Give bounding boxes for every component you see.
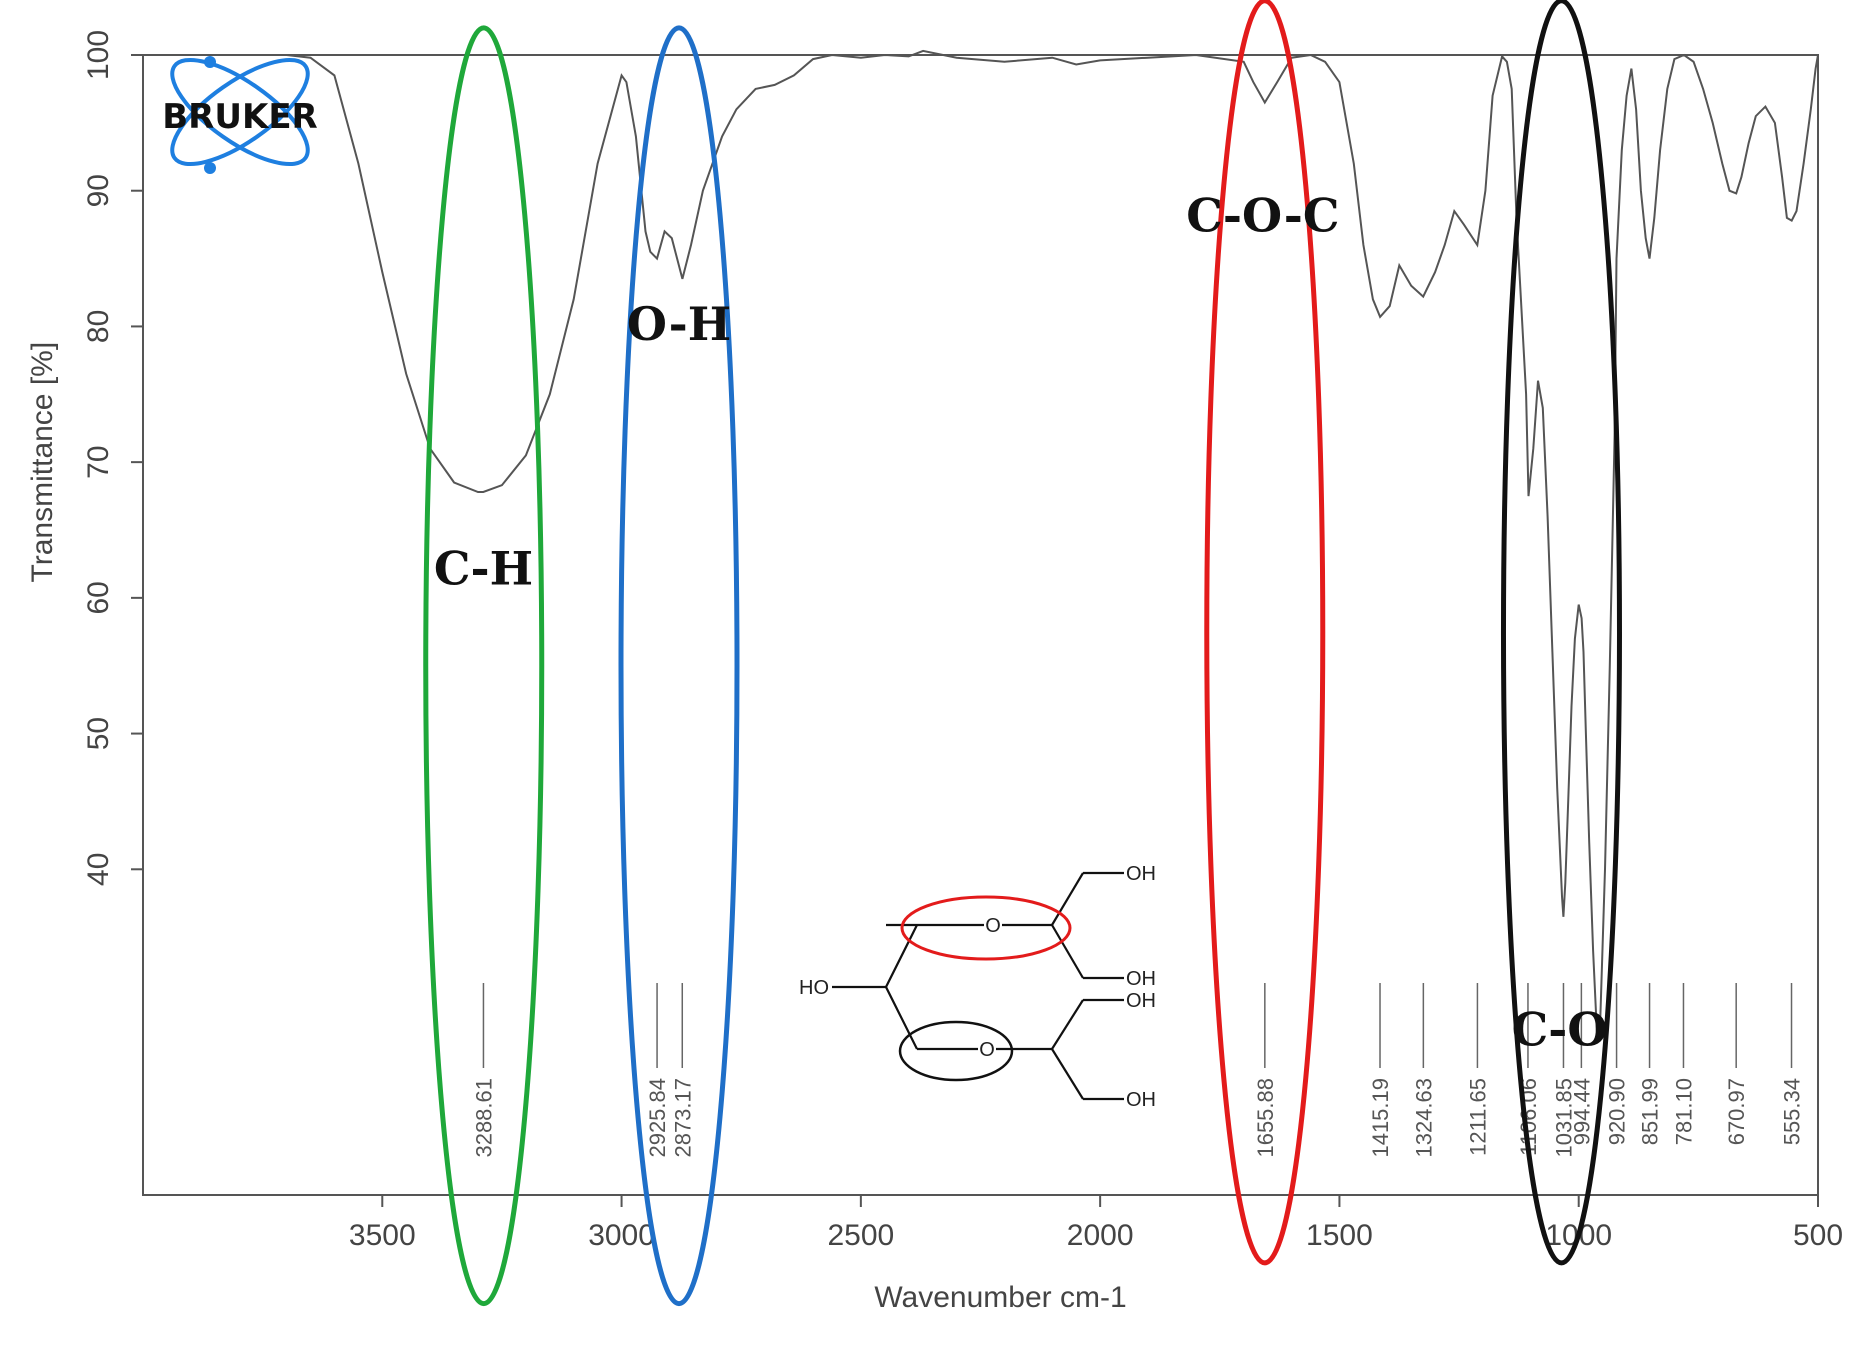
logo-orbit-1: [170, 57, 310, 167]
y-tick-label: 100: [82, 30, 115, 80]
y-axis-title: Transmittance [%]: [26, 342, 59, 583]
y-tick-label: 80: [82, 310, 115, 343]
plot-frame: [142, 54, 1819, 1196]
logo-text: BRUKER: [162, 97, 317, 137]
peak-markers: 3288.61 2925.84 2873.17 1655.88 1415.19 1324.…: [471, 983, 1805, 1158]
structure-bond-c1-up: [885, 924, 918, 988]
structure-oh3: OH: [1126, 990, 1156, 1012]
y-tick-label: 70: [82, 445, 115, 478]
peak-label: 1415.19: [1368, 1078, 1393, 1158]
peak-label: 555.34: [1780, 1078, 1805, 1145]
x-tick-label: 3500: [349, 1219, 416, 1252]
peak-label: 994.44: [1569, 1078, 1594, 1145]
peak-label: 3288.61: [471, 1078, 496, 1158]
x-tick-label: 1500: [1306, 1219, 1373, 1252]
band-label: O-H: [627, 297, 731, 351]
logo-electron-1: [204, 56, 216, 68]
structure-bond-down-right1: [1051, 924, 1084, 979]
structure-bond-low-up1: [1051, 999, 1084, 1050]
bruker-logo: BRUKER: [162, 56, 318, 174]
band-ellipse: [1501, 0, 1622, 1266]
band-annotations: C-H O-H C-O-C C-O: [423, 0, 1622, 1307]
band-ellipse: [618, 25, 740, 1307]
band-label: C-H: [434, 541, 533, 595]
peak-label: 1655.88: [1253, 1078, 1278, 1158]
y-tick-label: 40: [82, 853, 115, 886]
x-tick-label: 2000: [1067, 1219, 1134, 1252]
x-axis-title: Wavenumber cm-1: [874, 1281, 1126, 1314]
structure-bond-low-down1: [1051, 1048, 1084, 1100]
x-tick-label: 3000: [588, 1219, 655, 1252]
structure-oh4: OH: [1126, 1089, 1156, 1111]
band-label: C-O: [1512, 1003, 1608, 1057]
band-label: C-O-C: [1186, 188, 1339, 242]
structure-oh2: OH: [1126, 968, 1156, 990]
structure-ellipse-bottom: [898, 1020, 1014, 1082]
peak-label: 781.10: [1671, 1078, 1696, 1145]
axes: 3500 3000 2500 2000 1500 1000 5004050607080901…: [26, 30, 1843, 1314]
structure-bond-up-right1: [1051, 872, 1084, 926]
peak-label: 920.90: [1605, 1078, 1630, 1145]
structure-oh1: OH: [1126, 863, 1156, 885]
structure-ho: HO: [799, 977, 829, 999]
structure-o2: O: [979, 1039, 995, 1061]
x-tick-label: 500: [1793, 1219, 1843, 1252]
peak-label: 851.99: [1638, 1078, 1663, 1145]
peak-label: 1324.63: [1411, 1078, 1436, 1158]
chemical-structure: [832, 871, 1124, 1101]
y-tick-label: 50: [82, 717, 115, 750]
peak-label: 2873.17: [670, 1078, 695, 1158]
y-tick-label: 90: [82, 174, 115, 207]
band-ellipse: [423, 25, 545, 1307]
x-tick-label: 2500: [827, 1219, 894, 1252]
peak-label: 2925.84: [645, 1078, 670, 1158]
structure-labels: O O OH OH OH OH HO: [799, 863, 1156, 1111]
structure-o1: O: [985, 915, 1001, 937]
band-ellipse: [1204, 0, 1326, 1266]
logo-orbit-2: [170, 57, 310, 167]
structure-bond-c1-down: [885, 986, 918, 1050]
peak-label: 1031.85: [1551, 1078, 1576, 1158]
y-tick-label: 60: [82, 581, 115, 614]
spectrum-line: [143, 49, 1819, 1033]
logo-electron-2: [204, 162, 216, 174]
peak-label: 1211.65: [1465, 1078, 1490, 1156]
peak-label: 670.97: [1724, 1078, 1749, 1145]
structure-ellipse-top: [900, 895, 1072, 961]
